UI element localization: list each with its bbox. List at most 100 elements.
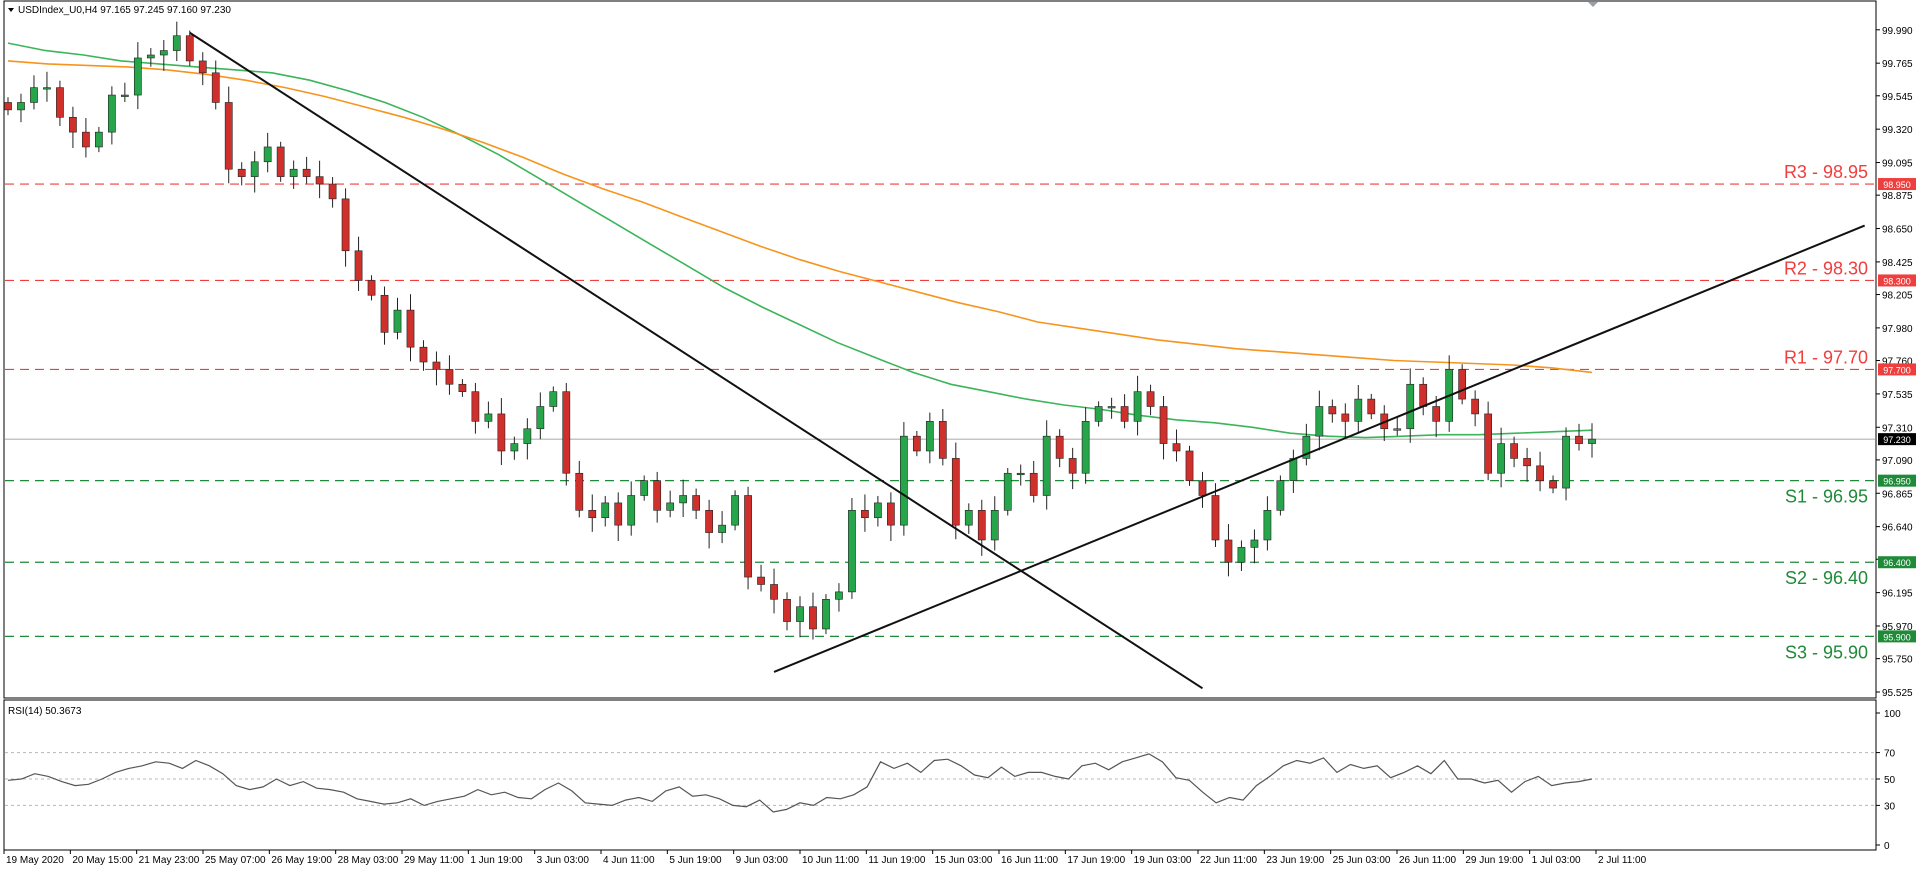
- bull-candle: [95, 131, 103, 148]
- time-tick-label: 9 Jun 03:00: [736, 855, 789, 866]
- price-tick-label: 98.205: [1882, 291, 1913, 302]
- bull-candle: [1393, 428, 1402, 431]
- price-tick-label: 97.310: [1882, 423, 1913, 434]
- bear-candle: [1419, 383, 1428, 407]
- rsi-tick-label: 70: [1884, 749, 1896, 760]
- time-tick-label: 29 May 11:00: [404, 855, 464, 866]
- resistance-price-tag: [1878, 274, 1916, 287]
- bull-candle: [159, 50, 168, 56]
- price-tick-label: 99.095: [1882, 159, 1913, 170]
- uptrend-trendline[interactable]: [773, 224, 1866, 673]
- resistance-price-tag: [1878, 178, 1916, 191]
- bear-candle: [588, 510, 597, 519]
- bear-candle: [861, 510, 869, 519]
- bull-candle: [172, 35, 181, 51]
- support-price-tag: [1878, 630, 1916, 643]
- bear-candle: [1523, 458, 1531, 467]
- time-tick-label: 3 Jun 03:00: [537, 855, 590, 866]
- time-tick-label: 19 Jun 03:00: [1134, 855, 1192, 866]
- bear-candle: [614, 502, 623, 526]
- bear-candle: [1341, 413, 1350, 422]
- bear-candle: [367, 280, 376, 296]
- bear-candle: [705, 510, 713, 533]
- resistance-price-tag: [1878, 363, 1916, 376]
- bear-candle: [302, 168, 311, 177]
- bull-candle: [899, 435, 908, 526]
- time-tick-label: 1 Jun 19:00: [470, 855, 523, 866]
- horizontal-levels: R3 - 98.95 R2 - 98.30 R1 - 97.70 S1 - 96.95…: [5, 162, 1875, 662]
- bear-candle: [575, 472, 584, 511]
- bull-candle: [549, 391, 558, 407]
- resistance-level-label: R2 - 98.30: [1784, 258, 1868, 278]
- bull-candle: [510, 443, 519, 452]
- bull-candle: [133, 57, 142, 96]
- price-tick-label: 96.865: [1882, 489, 1913, 500]
- bear-candle: [445, 369, 454, 385]
- bear-candle: [1159, 406, 1168, 444]
- bear-candle: [912, 435, 921, 452]
- bear-candle: [185, 35, 194, 62]
- bull-candle: [1276, 480, 1285, 511]
- bull-candle: [990, 510, 999, 541]
- price-tick-label: 96.195: [1882, 589, 1913, 600]
- bear-candle: [809, 606, 817, 630]
- bull-candle: [925, 421, 934, 452]
- time-tick-label: 5 Jun 19:00: [669, 855, 722, 866]
- bull-candle: [627, 495, 636, 526]
- bull-candle: [146, 54, 155, 59]
- price-tick-label: 99.545: [1882, 92, 1913, 103]
- bull-candle: [523, 428, 532, 444]
- price-tick-label: 99.320: [1882, 125, 1913, 136]
- bull-candle: [289, 168, 298, 177]
- resistance-price-tag-text: 98.300: [1883, 276, 1911, 286]
- fast-moving-average-line: [7, 42, 1593, 439]
- bear-candle: [1198, 480, 1207, 496]
- bear-candle: [1549, 480, 1557, 489]
- rsi-tick-label: 100: [1884, 709, 1901, 720]
- bear-candle: [1224, 539, 1233, 563]
- downtrend-trendline[interactable]: [189, 31, 1204, 690]
- rsi-header: RSI(14) 50.3673: [8, 706, 82, 717]
- candles: [4, 21, 1596, 640]
- bull-candle: [1133, 391, 1142, 422]
- bull-candle: [17, 102, 25, 111]
- time-tick-label: 23 Jun 19:00: [1266, 855, 1324, 866]
- bull-candle: [250, 161, 259, 177]
- rsi-tick-label: 0: [1884, 841, 1890, 852]
- bear-candle: [757, 576, 765, 585]
- bull-candle: [1250, 539, 1259, 548]
- bear-candle: [224, 102, 233, 170]
- bear-candle: [1211, 495, 1220, 541]
- bull-candle: [1562, 435, 1570, 489]
- bear-candle: [4, 102, 12, 111]
- collapse-triangle-icon[interactable]: [8, 8, 14, 12]
- bear-candle: [744, 495, 752, 578]
- bull-candle: [1016, 472, 1025, 476]
- bear-candle: [1510, 443, 1518, 459]
- bear-candle: [951, 458, 960, 526]
- price-tick-label: 98.425: [1882, 258, 1913, 269]
- time-tick-label: 26 May 19:00: [271, 855, 332, 866]
- price-tick-label: 98.650: [1882, 225, 1913, 236]
- current-price-tag-text: 97.230: [1883, 435, 1911, 445]
- bear-candle: [1484, 413, 1493, 474]
- resistance-price-tag-text: 98.950: [1883, 180, 1911, 190]
- price-tags: 98.950 98.300 97.700 96.950 96.400 95.900 97.2…: [1878, 178, 1916, 643]
- support-level-label: S3 - 95.90: [1785, 642, 1868, 662]
- chart-header: USDIndex_U0,H4 97.165 97.245 97.160 97.2…: [18, 5, 231, 16]
- time-tick-label: 29 Jun 19:00: [1465, 855, 1523, 866]
- bull-candle: [1003, 472, 1012, 511]
- trendlines[interactable]: [189, 31, 1866, 690]
- time-tick-label: 25 Jun 03:00: [1333, 855, 1391, 866]
- time-tick-label: 25 May 07:00: [205, 855, 266, 866]
- support-level-label: S2 - 96.40: [1785, 568, 1868, 588]
- time-tick-label: 11 Jun 19:00: [868, 855, 926, 866]
- bear-candle: [471, 391, 480, 422]
- bear-candle: [1068, 458, 1077, 474]
- price-tick-label: 96.640: [1882, 523, 1913, 534]
- bull-candle: [601, 502, 610, 519]
- price-axis: 99.990 99.765 99.545 99.320 99.095 98.875 98.6…: [1876, 26, 1913, 699]
- bear-candle: [1172, 443, 1181, 452]
- bull-candle: [1107, 406, 1116, 409]
